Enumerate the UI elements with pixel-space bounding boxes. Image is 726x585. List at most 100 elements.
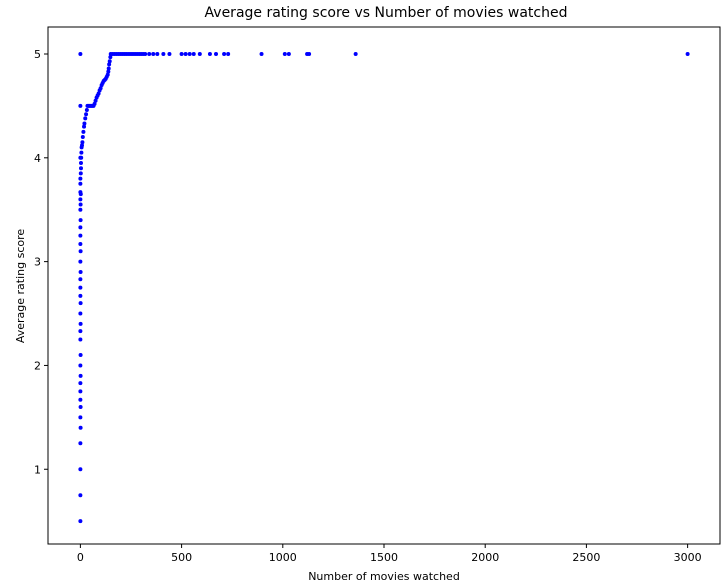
data-point [143, 51, 148, 56]
data-point [78, 241, 83, 246]
x-tick-label: 3000 [674, 551, 702, 564]
data-point [222, 51, 227, 56]
data-point [82, 121, 87, 126]
data-point [191, 51, 196, 56]
data-point [259, 51, 264, 56]
data-point [78, 285, 83, 290]
data-point [226, 51, 231, 56]
data-point [78, 202, 83, 207]
data-point [353, 51, 358, 56]
data-point [105, 72, 110, 77]
data-point [92, 101, 97, 106]
data-point [78, 51, 83, 56]
data-point [179, 51, 184, 56]
x-tick-label: 500 [171, 551, 192, 564]
data-point [167, 51, 172, 56]
data-point [96, 91, 101, 96]
data-point [78, 293, 83, 298]
data-point [78, 192, 83, 197]
data-point [83, 116, 88, 121]
data-point [84, 108, 89, 113]
data-point [80, 140, 85, 145]
data-point [78, 176, 83, 181]
data-point [78, 171, 83, 176]
data-point [78, 493, 83, 498]
x-tick-label: 1000 [269, 551, 297, 564]
y-tick-label: 2 [34, 359, 41, 372]
x-tick-label: 2000 [471, 551, 499, 564]
data-point [78, 441, 83, 446]
x-tick-label: 0 [77, 551, 84, 564]
data-point [80, 135, 85, 140]
y-tick-label: 3 [34, 256, 41, 269]
data-point [108, 55, 113, 60]
data-point [78, 311, 83, 316]
chart-title: Average rating score vs Number of movies… [205, 5, 568, 21]
data-point [685, 51, 690, 56]
data-point [147, 51, 152, 56]
data-point [81, 129, 86, 134]
data-point [78, 166, 83, 171]
data-point [78, 329, 83, 334]
data-point [78, 363, 83, 368]
data-point [107, 59, 112, 64]
data-point [78, 373, 83, 378]
data-point [78, 415, 83, 420]
data-point [78, 103, 83, 108]
data-point [78, 467, 83, 472]
data-point [78, 160, 83, 165]
data-point [78, 197, 83, 202]
data-point [78, 207, 83, 212]
data-point [78, 337, 83, 342]
data-point [79, 150, 84, 155]
data-point [151, 51, 156, 56]
data-point [207, 51, 212, 56]
x-tick-label: 2500 [572, 551, 600, 564]
data-point [78, 249, 83, 254]
data-point [78, 218, 83, 223]
x-tick-label: 1500 [370, 551, 398, 564]
data-point [78, 321, 83, 326]
y-tick-label: 4 [34, 152, 41, 165]
points-layer [78, 51, 690, 524]
data-point [78, 519, 83, 524]
data-point [286, 51, 291, 56]
data-point [183, 51, 188, 56]
y-tick-label: 1 [34, 463, 41, 476]
y-axis-label: Average rating score [14, 229, 27, 344]
data-point [107, 62, 112, 67]
data-point [161, 51, 166, 56]
data-point [78, 277, 83, 282]
plot-frame [47, 26, 721, 545]
data-point [78, 225, 83, 230]
ticks-layer: 0 500 1000 1500 2000 2500 3000 1 2 3 4 5 [34, 48, 702, 564]
data-point [93, 98, 98, 103]
data-point [78, 233, 83, 238]
data-point [214, 51, 218, 56]
data-point [106, 66, 111, 71]
data-point [307, 51, 312, 56]
data-point [197, 51, 202, 56]
data-point [98, 86, 103, 91]
x-axis-label: Number of movies watched [308, 570, 460, 583]
data-point [78, 389, 83, 394]
data-point [78, 181, 83, 186]
data-point [78, 397, 83, 402]
data-point [79, 155, 84, 160]
data-point [82, 124, 87, 129]
data-point [78, 381, 83, 386]
data-point [84, 112, 89, 117]
data-point [78, 353, 83, 358]
data-point [78, 270, 83, 275]
data-point [78, 301, 83, 306]
data-point [80, 143, 85, 148]
data-point [78, 425, 83, 430]
y-tick-label: 5 [34, 48, 41, 61]
data-point [78, 259, 83, 264]
data-point [155, 51, 160, 56]
data-point [78, 404, 83, 409]
data-point [187, 51, 192, 56]
